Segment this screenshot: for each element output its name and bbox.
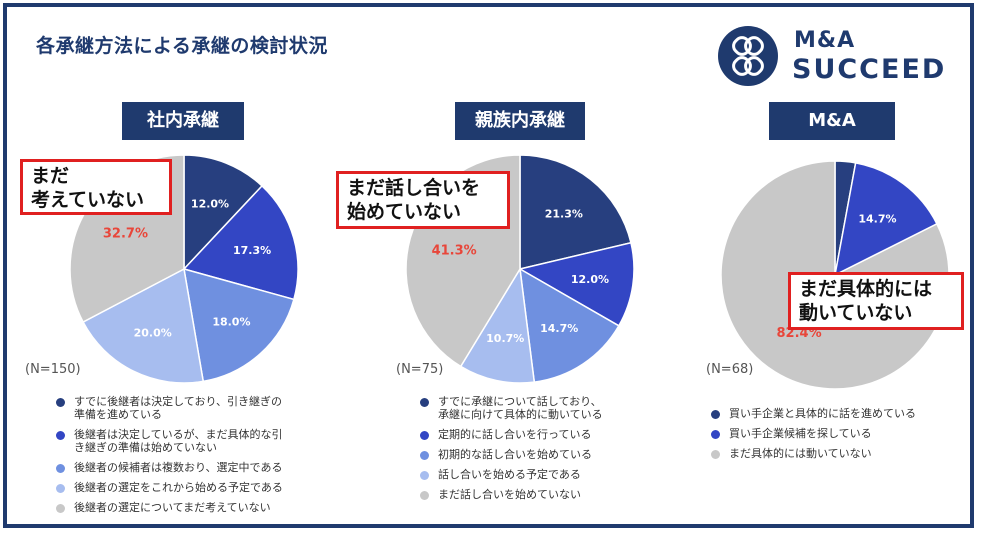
legend-item: 後継者の選定をこれから始める予定である [56, 481, 316, 494]
legend-item: 後継者の選定についてまだ考えていない [56, 501, 316, 514]
legend-dot-icon [711, 430, 720, 439]
legend-dot-icon [56, 431, 65, 440]
legend-dot-icon [56, 504, 65, 513]
chart-1-header: 社内承継 [122, 102, 244, 140]
pie-slice [183, 154, 264, 271]
legend-dot-icon [711, 450, 720, 459]
legend-dot-icon [420, 491, 429, 500]
slice-label: 10.7% [486, 332, 524, 345]
legend-label: 買い手企業と具体的に話を進めている [729, 407, 916, 420]
logo-text-succeed: SUCCEED [792, 54, 947, 85]
slice-label: 12.0% [191, 197, 229, 210]
legend-dot-icon [420, 451, 429, 460]
legend-label: 買い手企業候補を探している [729, 427, 872, 440]
callout-line: まだ具体的には [799, 278, 933, 300]
legend-item: まだ具体的には動いていない [711, 447, 961, 460]
slice-label: 21.3% [545, 208, 583, 221]
callout-line: 考えていない [31, 189, 145, 211]
legend-dot-icon [420, 431, 429, 440]
pie-slice [517, 241, 635, 327]
legend-item: すでに承継について話しており、 承継に向けて具体的に動いている [420, 395, 670, 421]
slice-label: 14.7% [858, 212, 896, 225]
legend-item: 初期的な話し合いを始めている [420, 448, 670, 461]
legend-item: 話し合いを始める予定である [420, 468, 670, 481]
legend-dot-icon [56, 484, 65, 493]
pie-slice [82, 267, 205, 384]
callout-line: 始めていない [347, 201, 462, 223]
legend-item: 買い手企業と具体的に話を進めている [711, 407, 961, 420]
chart-3-callout: まだ具体的には 動いていない [788, 272, 964, 330]
legend-label: 後継者の選定をこれから始める予定である [74, 481, 283, 494]
chart-2-n-label: (N=75) [396, 362, 444, 377]
legend-item: まだ話し合いを始めていない [420, 488, 670, 501]
callout-line: まだ [31, 165, 70, 187]
chart-3-n-label: (N=68) [706, 362, 754, 377]
slice-label: 14.7% [540, 322, 578, 335]
legend-dot-icon [56, 398, 65, 407]
chart-1-legend: すでに後継者は決定しており、引き継ぎの 準備を進めている 後継者は決定しているが、ま… [56, 395, 316, 521]
slice-label: 17.3% [233, 244, 271, 257]
callout-line: 動いていない [799, 302, 913, 324]
legend-dot-icon [420, 471, 429, 480]
legend-label: 後継者の候補者は複数おり、選定中である [74, 461, 283, 474]
chart-2-header: 親族内承継 [455, 102, 585, 140]
slice-label: 32.7% [103, 227, 148, 242]
brand-logo: M&A SUCCEED [716, 24, 956, 88]
chart-3-header: M&A [769, 102, 895, 140]
legend-label: まだ具体的には動いていない [729, 447, 872, 460]
chart-3-legend: 買い手企業と具体的に話を進めている 買い手企業候補を探している まだ具体的には動いて… [711, 407, 961, 467]
legend-label: 後継者は決定しているが、まだ具体的な引 き継ぎの準備は始めていない [74, 428, 283, 454]
legend-label: 話し合いを始める予定である [438, 468, 581, 481]
pie-slice [182, 184, 299, 301]
callout-line: まだ話し合いを [347, 177, 481, 199]
legend-item: 定期的に話し合いを行っている [420, 428, 670, 441]
pie-slice [833, 162, 938, 277]
pie-slice [183, 267, 295, 383]
legend-item: 後継者の候補者は複数おり、選定中である [56, 461, 316, 474]
chart-1-callout: まだ 考えていない [20, 159, 172, 215]
legend-item: 後継者は決定しているが、まだ具体的な引 き継ぎの準備は始めていない [56, 428, 316, 454]
legend-label: 後継者の選定についてまだ考えていない [74, 501, 271, 514]
legend-dot-icon [420, 398, 429, 407]
chart-2-legend: すでに承継について話しており、 承継に向けて具体的に動いている定期的に話し合いを行… [420, 395, 670, 508]
legend-item: すでに後継者は決定しており、引き継ぎの 準備を進めている [56, 395, 316, 421]
pie-slice [459, 266, 536, 384]
legend-item: 買い手企業候補を探している [711, 427, 961, 440]
legend-label: 定期的に話し合いを行っている [438, 428, 592, 441]
slice-label: 20.0% [134, 326, 172, 339]
pie-slice [519, 267, 620, 383]
legend-label: 初期的な話し合いを始めている [438, 448, 592, 461]
slice-label: 18.0% [212, 315, 250, 328]
logo-text-ma: M&A [794, 28, 856, 53]
legend-label: まだ話し合いを始めていない [438, 488, 581, 501]
legend-dot-icon [711, 410, 720, 419]
chart-3-pie: 14.7%82.4% [720, 160, 950, 390]
pie-slice [519, 154, 632, 270]
page-title: 各承継方法による承継の検討状況 [36, 35, 328, 57]
legend-label: すでに承継について話しており、 承継に向けて具体的に動いている [438, 395, 603, 421]
legend-label: すでに後継者は決定しており、引き継ぎの 準備を進めている [74, 395, 283, 421]
legend-dot-icon [56, 464, 65, 473]
chart-1-n-label: (N=150) [25, 362, 81, 377]
slice-label: 12.0% [571, 273, 609, 286]
chart-2-callout: まだ話し合いを 始めていない [336, 171, 510, 229]
slice-label: 41.3% [432, 244, 477, 259]
knot-logo-icon [718, 26, 778, 86]
